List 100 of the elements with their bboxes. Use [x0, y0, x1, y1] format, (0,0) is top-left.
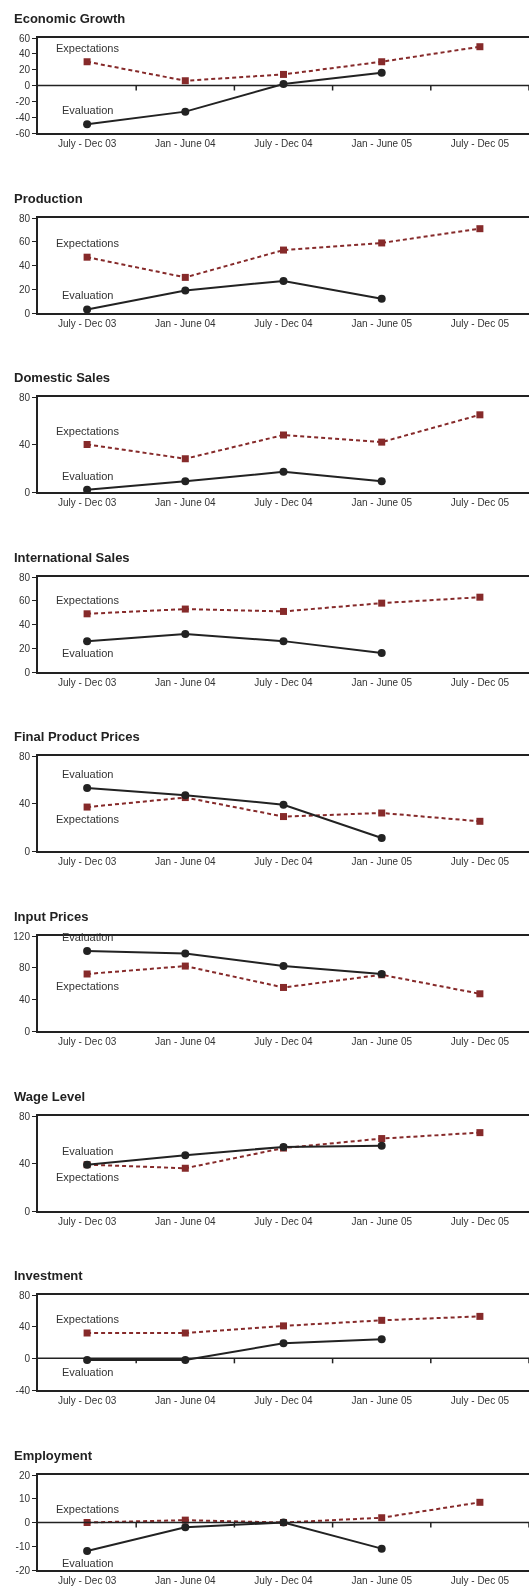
x-tick-label: July - Dec 04: [254, 138, 314, 149]
y-tick-label: 0: [24, 1205, 31, 1217]
x-tick-label: July - Dec 04: [254, 497, 314, 509]
y-tick-label: 40: [18, 798, 31, 810]
x-tick-label: July - Dec 05: [450, 1215, 510, 1227]
x-tick-label: Jan - June 04: [155, 497, 217, 509]
y-tick-label: 40: [18, 1321, 31, 1333]
series-label: Evaluation: [62, 1144, 114, 1157]
y-tick-label: 0: [24, 307, 31, 319]
y-tick-label: 40: [18, 618, 31, 630]
x-tick-label: July - Dec 05: [450, 1036, 510, 1047]
y-tick-label: 0: [24, 1025, 31, 1037]
y-tick-label: 60: [18, 235, 31, 247]
series-label: Evaluation: [62, 470, 114, 483]
x-tick-label: July - Dec 03: [57, 317, 117, 329]
x-tick-label: July - Dec 04: [254, 1395, 314, 1407]
x-tick-label: Jan - June 05: [351, 1215, 413, 1227]
series-label: Expectations: [56, 42, 120, 54]
x-tick-label: July - Dec 03: [57, 676, 117, 688]
x-tick-label: July - Dec 05: [450, 497, 510, 509]
series-label: Evaluation: [62, 1366, 114, 1379]
x-tick-label: July - Dec 03: [57, 856, 117, 868]
y-tick-label: 80: [18, 1289, 31, 1301]
x-tick-label: July - Dec 05: [450, 1395, 510, 1407]
y-tick-label: 60: [18, 595, 31, 607]
y-tick-label: 20: [18, 283, 31, 295]
y-tick-label: -20: [15, 1564, 31, 1576]
x-tick-label: July - Dec 05: [450, 138, 510, 149]
y-tick-label: 80: [18, 962, 31, 974]
chart-title: Final Product Prices: [14, 728, 140, 744]
chart-title: Domestic Sales: [14, 369, 111, 385]
x-tick-label: July - Dec 03: [57, 1574, 117, 1586]
y-tick-label: 20: [18, 64, 31, 76]
x-tick-label: Jan - June 05: [351, 317, 413, 329]
series-label: Expectations: [56, 593, 120, 606]
x-tick-label: July - Dec 04: [254, 317, 314, 329]
chart-title: Employment: [14, 1447, 93, 1463]
series-label: Expectations: [56, 1313, 120, 1326]
x-tick-label: Jan - June 05: [351, 138, 413, 149]
y-tick-label: 40: [18, 259, 31, 271]
y-tick-label: -10: [15, 1540, 31, 1552]
x-tick-label: Jan - June 04: [155, 1036, 217, 1047]
series-label: Expectations: [56, 813, 120, 826]
x-tick-label: July - Dec 05: [450, 856, 510, 868]
series-label: Evaluation: [62, 768, 114, 781]
y-tick-label: 60: [18, 32, 31, 44]
x-tick-label: July - Dec 03: [57, 1036, 117, 1047]
x-tick-label: July - Dec 03: [57, 497, 117, 509]
x-tick-label: Jan - June 04: [155, 1395, 217, 1407]
series-label: Expectations: [56, 1502, 120, 1515]
chart-title: Production: [14, 190, 83, 206]
x-tick-label: July - Dec 04: [254, 1574, 314, 1586]
series-label: Expectations: [56, 1170, 120, 1183]
x-tick-label: Jan - June 05: [351, 1036, 413, 1047]
y-tick-label: 40: [18, 48, 31, 60]
x-tick-label: July - Dec 04: [254, 856, 314, 868]
x-tick-label: July - Dec 04: [254, 1036, 314, 1047]
x-tick-label: Jan - June 04: [155, 1574, 217, 1586]
x-tick-label: Jan - June 05: [351, 497, 413, 509]
series-label: Evaluation: [62, 646, 114, 659]
series-label: Expectations: [56, 980, 120, 992]
y-tick-label: 0: [24, 80, 31, 91]
x-tick-label: Jan - June 05: [351, 676, 413, 688]
x-tick-label: Jan - June 04: [155, 856, 217, 868]
y-tick-label: 80: [18, 571, 31, 583]
x-tick-label: July - Dec 03: [57, 1395, 117, 1407]
chart-title: Investment: [14, 1267, 84, 1283]
series-label: Expectations: [56, 425, 120, 438]
series-label: Evaluation: [62, 104, 114, 116]
chart-title: Input Prices: [14, 908, 89, 924]
x-tick-label: July - Dec 04: [254, 676, 314, 688]
chart-title: Wage Level: [14, 1088, 86, 1104]
chart-title: Economic Growth: [14, 10, 126, 26]
y-tick-label: 0: [24, 1353, 31, 1365]
series-label: Expectations: [56, 236, 120, 249]
x-tick-label: Jan - June 04: [155, 138, 217, 149]
x-tick-label: Jan - June 04: [155, 1215, 217, 1227]
x-tick-label: Jan - June 05: [351, 1574, 413, 1586]
y-tick-label: 10: [18, 1493, 31, 1505]
y-tick-label: -40: [15, 111, 31, 123]
x-tick-label: July - Dec 05: [450, 317, 510, 329]
y-tick-label: -40: [15, 1384, 31, 1396]
y-tick-label: 120: [13, 930, 31, 942]
x-tick-label: July - Dec 03: [57, 1215, 117, 1227]
y-tick-label: 0: [24, 666, 31, 678]
y-tick-label: -20: [15, 95, 31, 107]
x-tick-label: Jan - June 05: [351, 856, 413, 868]
x-tick-label: July - Dec 05: [450, 676, 510, 688]
x-tick-label: Jan - June 04: [155, 676, 217, 688]
y-tick-label: 40: [18, 439, 31, 451]
y-tick-label: 0: [24, 486, 31, 498]
y-tick-label: 40: [18, 993, 31, 1005]
x-tick-label: July - Dec 05: [450, 1574, 510, 1586]
y-tick-label: 80: [18, 391, 31, 403]
series-label: Evaluation: [62, 288, 114, 301]
series-label: Evaluation: [62, 1556, 114, 1569]
y-tick-label: 80: [18, 750, 31, 762]
x-tick-label: July - Dec 04: [254, 1215, 314, 1227]
y-tick-label: 0: [24, 845, 31, 857]
y-tick-label: 0: [24, 1516, 31, 1528]
